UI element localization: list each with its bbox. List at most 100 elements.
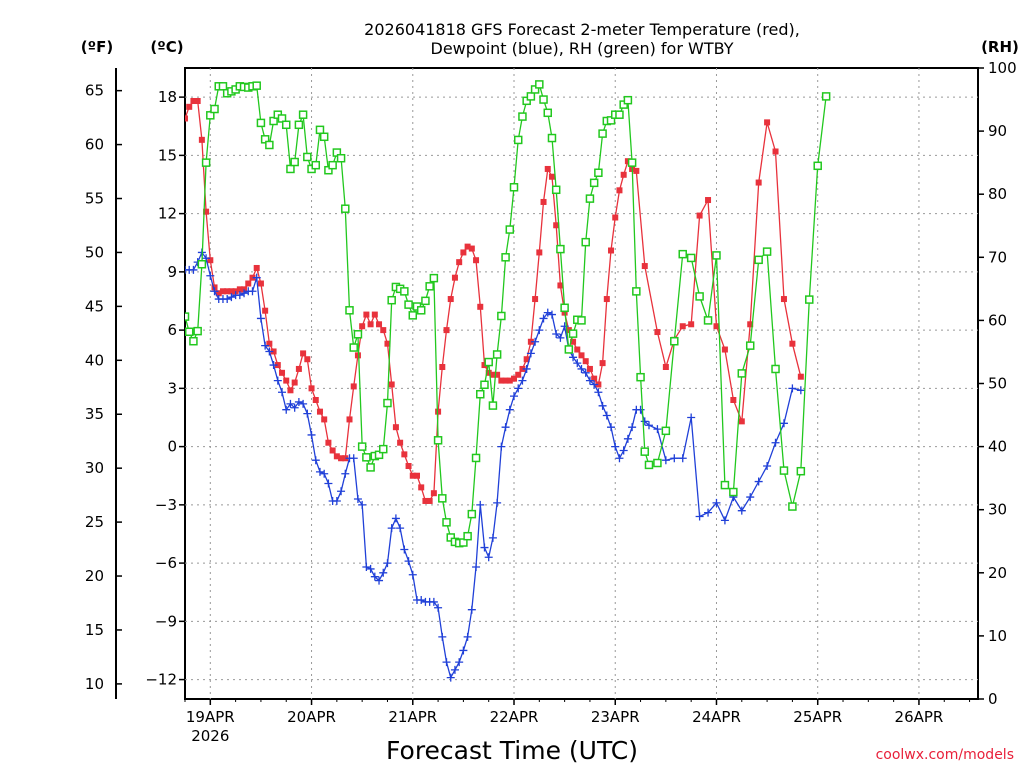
dewpoint-point: [235, 291, 244, 300]
rh-point: [286, 164, 295, 174]
dewpoint-point: [771, 438, 780, 447]
temperature-point: [519, 365, 526, 372]
rh-point: [471, 453, 481, 463]
temperature-point: [333, 453, 340, 460]
dewpoint-point: [746, 493, 755, 502]
temperature-point: [413, 472, 420, 479]
temperature-point: [190, 98, 197, 105]
temperature-point: [443, 327, 450, 334]
temperature-point: [228, 288, 235, 295]
dewpoint-point: [227, 293, 236, 302]
temperature-point: [515, 371, 522, 378]
fahrenheit-tick-label: 65: [85, 82, 104, 100]
rh-point: [754, 255, 763, 265]
dewpoint-point: [670, 454, 679, 463]
temperature-point: [203, 208, 210, 215]
rh-point: [387, 295, 396, 305]
rh-point: [547, 133, 557, 143]
dewpoint-point: [273, 376, 282, 385]
temperature-point: [350, 383, 357, 390]
rh-point: [185, 312, 190, 321]
rh-point: [577, 316, 586, 325]
temperature-point: [688, 321, 695, 328]
temperature-point: [603, 296, 610, 303]
temperature-point: [430, 490, 437, 497]
dewpoint-point: [754, 477, 763, 486]
dewpoint-point: [366, 564, 375, 573]
temperature-point: [376, 321, 383, 328]
dewpoint-point: [476, 500, 485, 509]
rh-point: [627, 158, 637, 167]
dewpoint-point: [400, 545, 409, 554]
rh-tick-label: 70: [988, 248, 1007, 266]
dewpoint-point: [607, 423, 616, 432]
dewpoint-point: [404, 557, 413, 566]
temperature-point: [451, 274, 458, 281]
rh-tick-label: 20: [988, 564, 1007, 582]
rh-point: [480, 380, 489, 390]
dewpoint-point: [522, 364, 531, 373]
rh-point: [720, 480, 730, 490]
axes: 1815129630−3−6−9−12656055504540353025201…: [85, 59, 1017, 745]
rh-point: [598, 129, 607, 138]
dewpoint-point: [446, 673, 455, 682]
temperature-point: [266, 340, 273, 347]
celsius-tick-label: 18: [158, 88, 177, 106]
temperature-point: [544, 165, 551, 172]
rh-point: [518, 112, 527, 121]
temperature-point: [185, 115, 188, 122]
rh-point: [779, 466, 789, 475]
dewpoint-point: [349, 454, 358, 463]
dewpoint-point: [594, 388, 603, 397]
dewpoint-point: [362, 562, 371, 571]
dewpoint-point: [581, 368, 590, 377]
rh-point: [644, 460, 654, 470]
temperature-point: [633, 167, 640, 174]
x-tick-sublabel: 2026: [191, 727, 229, 745]
celsius-tick-label: 3: [167, 379, 177, 397]
dewpoint-point: [573, 359, 582, 368]
dewpoint-point: [590, 380, 599, 389]
temperature-point: [721, 346, 728, 353]
temperature-point: [253, 264, 260, 271]
rh-point: [476, 389, 485, 399]
dewpoint-point: [640, 417, 649, 426]
rh-unit-label: (RH): [981, 38, 1019, 56]
temperature-point: [270, 348, 277, 355]
rh-point: [408, 311, 418, 320]
temperature-point: [388, 381, 395, 388]
dewpoint-point: [417, 595, 426, 604]
dewpoint-point: [375, 576, 384, 585]
dewpoint-point: [294, 397, 303, 406]
dewpoint-point: [505, 405, 514, 414]
rh-point: [256, 118, 266, 128]
rh-point: [311, 160, 321, 170]
rh-point: [513, 135, 523, 145]
rh-point: [539, 95, 548, 104]
rh-point: [193, 326, 202, 336]
dewpoint-point: [324, 479, 333, 488]
rh-point: [345, 306, 354, 315]
dewpoint-point: [256, 314, 265, 323]
dewpoint-point: [687, 413, 696, 422]
dewpoint-point: [299, 399, 308, 408]
dewpoint-point: [704, 508, 713, 517]
dewpoint-point: [358, 500, 367, 509]
dewpoint-point: [556, 333, 565, 342]
temperature-point: [215, 290, 222, 297]
fahrenheit-tick-label: 30: [85, 459, 104, 477]
dewpoint-point: [434, 603, 443, 612]
rh-tick-label: 50: [988, 375, 1007, 393]
temperature-point: [392, 424, 399, 431]
temperature-point: [338, 455, 345, 462]
rh-point: [404, 300, 413, 309]
temperature-point: [409, 472, 416, 479]
rh-tick-label: 90: [988, 122, 1007, 140]
dewpoint-point: [501, 423, 510, 432]
rh-point: [463, 531, 472, 541]
temperature-point: [329, 447, 336, 454]
rh-point: [788, 502, 797, 511]
temperature-point: [262, 307, 269, 314]
fahrenheit-tick-label: 20: [85, 567, 104, 585]
temperature-point: [477, 303, 484, 310]
